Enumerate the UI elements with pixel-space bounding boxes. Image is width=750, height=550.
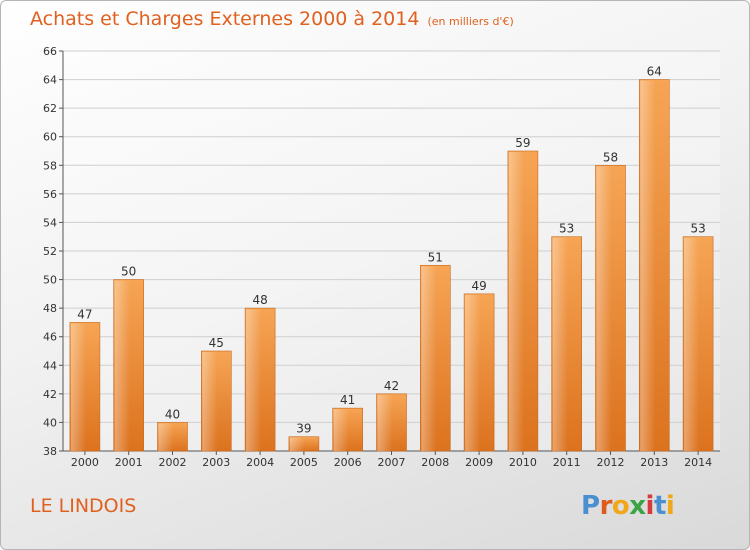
x-tick-label: 2001 [115,456,143,469]
x-tick-label: 2000 [71,456,99,469]
bar-highlight [596,166,612,452]
x-tick-label: 2006 [334,456,362,469]
x-tick-label: 2005 [290,456,318,469]
bar-highlight [70,323,86,451]
y-tick-label: 40 [43,416,57,429]
data-label: 40 [165,407,180,421]
chart-title: Achats et Charges Externes 2000 à 2014 (e… [30,8,514,30]
labels: 47 50 40 45 48 39 41 42 51 49 59 53 58 64 53 [77,65,705,436]
bar-highlight [465,294,481,451]
data-label: 50 [121,265,136,279]
y-tick-label: 42 [43,388,57,401]
bar-highlight [508,152,524,451]
x-tick-label: 2009 [465,456,493,469]
y-tick-label: 50 [43,274,57,287]
bars [69,79,714,452]
y-tick-label: 66 [43,45,57,58]
bar-highlight [289,437,305,451]
x-tick-label: 2011 [553,456,581,469]
bar-highlight [158,423,174,451]
logo-letter: x [629,491,646,521]
y-tick-label: 44 [43,359,57,372]
logo-letter: i [645,491,655,521]
data-label: 47 [77,307,92,321]
data-label: 51 [428,250,443,264]
bar-highlight [684,237,700,451]
logo-letter: o [611,491,630,521]
bar-highlight [333,409,349,451]
data-label: 64 [647,65,662,79]
bar-highlight [246,309,262,451]
logo-letter: r [599,491,613,521]
data-label: 53 [559,222,574,236]
x-tick-label: 2007 [378,456,406,469]
data-label: 41 [340,393,355,407]
bar-highlight [640,80,656,452]
y-tick-label: 62 [43,102,57,115]
bar-highlight [552,237,568,451]
bar-highlight [377,394,393,451]
logo-letter: t [653,491,666,521]
title-text: Achats et Charges Externes 2000 à 2014 [30,8,420,30]
y-tick-label: 54 [43,216,57,229]
data-label: 48 [252,293,267,307]
bar-highlight [421,266,437,451]
data-label: 39 [296,422,311,436]
y-tick-label: 58 [43,159,57,172]
x-tick-label: 2003 [202,456,230,469]
commune-name: LE LINDOIS [30,495,137,517]
data-label: 49 [471,279,486,293]
data-label: 53 [690,222,705,236]
title-unit: (en milliers d'€) [427,15,514,28]
data-label: 58 [603,150,618,164]
y-tick-label: 52 [43,245,57,258]
x-tick-label: 2002 [159,456,187,469]
x-tick-label: 2013 [640,456,668,469]
data-label: 45 [209,336,224,350]
logo-letter: P [581,491,600,521]
data-label: 59 [515,136,530,150]
y-tick-label: 64 [43,74,57,87]
x-tick-label: 2004 [246,456,274,469]
y-tick-label: 38 [43,445,57,458]
x-tick-label: 2010 [509,456,537,469]
bar-highlight [202,352,218,451]
proxiti-logo: Proxiti [581,491,675,521]
x-tick-label: 2012 [597,456,625,469]
y-tick-label: 60 [43,131,57,144]
x-tick-label: 2014 [684,456,712,469]
x-tick-label: 2008 [421,456,449,469]
axes: 38 40 42 44 46 48 50 52 54 56 58 60 62 64 66 2000 2001 20… [43,45,720,469]
y-tick-label: 46 [43,331,57,344]
data-label: 42 [384,379,399,393]
y-tick-label: 48 [43,302,57,315]
logo-letter: i [665,491,675,521]
y-tick-label: 56 [43,188,57,201]
bar-highlight [114,280,130,451]
